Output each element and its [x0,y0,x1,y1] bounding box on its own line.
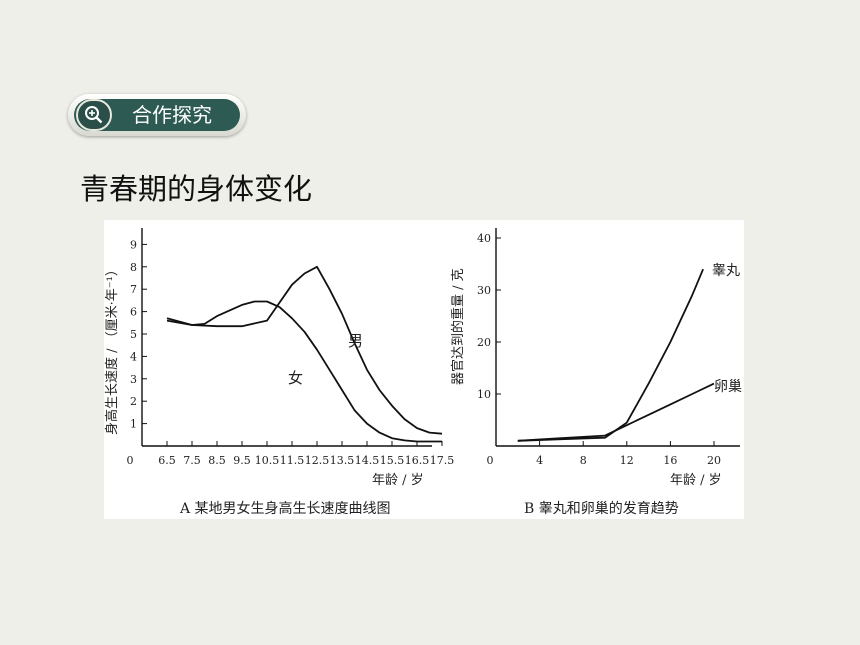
chart-a-x-tick-label: 14.5 [355,454,380,467]
chart-b-title: B 睾丸和卵巢的发育趋势 [524,501,679,517]
chart-a-x-tick-label: 12.5 [305,454,330,467]
chart-b-x-tick-label: 0 [487,454,494,467]
chart-b: 10 20 30 40 0 4 8 12 16 20 睾丸 卵巢 器官达到的重量 / 克 年龄 … [450,228,742,517]
chart-a-y-tick-label: 1 [130,418,137,431]
chart-a-y-tick-label: 9 [130,238,137,251]
chart-a-series-line-male [166,265,443,435]
chart-a-x-tick-label: 9.5 [233,454,251,467]
chart-a-x-tick-label: 17.5 [430,454,455,467]
section-badge-pill: 合作探究 [74,99,240,131]
chart-a-female-label: 女 [288,369,303,387]
chart-a-y-tick-label: 3 [130,373,137,386]
chart-a-series-line-female [166,300,442,443]
chart-b-xlabel: 年龄 / 岁 [670,473,722,488]
chart-a-ylabel: 身高生长速度 / （厘米·年⁻¹） [104,263,120,435]
chart-a-x-tick-label: 15.5 [380,454,405,467]
chart-b-x-tick-label: 12 [620,454,634,467]
chart-b-y-tick-label: 40 [477,232,491,245]
chart-a-y-tick-label: 6 [130,306,137,319]
chart-a-x-tick-label: 8.5 [208,454,226,467]
chart-a-title: A 某地男女生身高生长速度曲线图 [179,500,391,517]
chart-a-y-tick-label: 5 [130,328,137,341]
chart-a-x-tick-label: 7.5 [183,454,201,467]
chart-a-y-tick-label: 2 [130,395,137,408]
chart-b-ovary-label: 卵巢 [714,379,742,395]
chart-a-xlabel: 年龄 / 岁 [372,473,424,488]
chart-a-male-label: 男 [348,332,363,350]
chart-a-x-tick-label: 6.5 [158,454,176,467]
chart-b-testis-label: 睾丸 [712,263,740,279]
chart-b-ylabel: 器官达到的重量 / 克 [450,268,466,385]
chart-b-y-tick-label: 30 [477,284,491,297]
chart-b-series-line-testis [517,268,704,442]
magnifier-plus-icon [76,99,112,131]
chart-b-x-tick-label: 20 [707,454,721,467]
chart-b-x-tick-label: 8 [580,454,587,467]
section-badge: 合作探究 [68,94,246,136]
chart-a-y-tick-label: 8 [130,261,137,274]
chart-a-x-tick-label: 16.5 [405,454,430,467]
page-heading: 青春期的身体变化 [80,172,313,206]
chart-b-y-tick-label: 20 [477,336,491,349]
chart-b-x-tick-label: 4 [536,454,543,467]
chart-b-y-tick-label: 10 [477,388,491,401]
chart-b-series-line-ovary [517,382,715,442]
chart-a-x-tick-label: 11.5 [280,454,305,467]
chart-a-y-tick-label: 7 [130,283,137,296]
chart-a-x-tick-label: 10.5 [255,454,280,467]
chart-a-y-tick-label: 4 [130,350,137,363]
section-badge-label: 合作探究 [132,103,212,127]
chart-a-x-tick-label: 13.5 [330,454,355,467]
chart-a-x-tick-label: 0 [127,454,134,467]
chart-b-x-tick-label: 16 [663,454,677,467]
